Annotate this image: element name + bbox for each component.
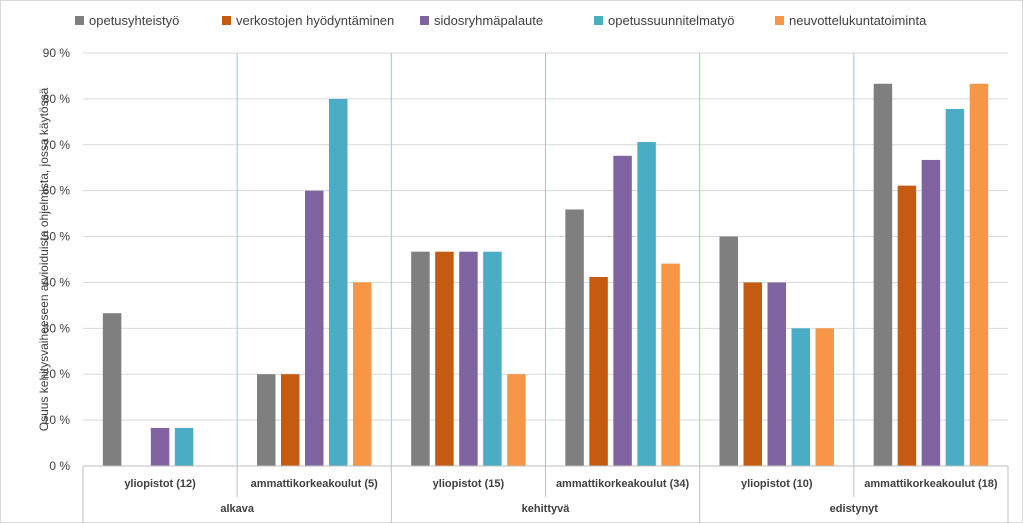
y-axis-title: Osuus kehitysvaiheeseen arvioiduista ohj… (37, 87, 51, 431)
bar-4-2 (507, 374, 526, 466)
bar-2-5 (921, 159, 941, 466)
bar-4-1 (353, 282, 372, 466)
x-group-label-1: kehittyvä (522, 503, 571, 515)
bar-2-4 (767, 282, 786, 466)
bar-4-4 (815, 328, 834, 466)
y-tick-label-9: 90 % (43, 46, 71, 60)
x-category-label-5: ammattikorkeakoulut (18) (864, 478, 998, 490)
y-tick-label-5: 50 % (43, 230, 71, 244)
y-tick-label-4: 40 % (43, 275, 71, 289)
x-category-label-0: yliopistot (12) (124, 478, 196, 490)
bar-4-5 (969, 83, 989, 467)
bar-1-4 (743, 282, 762, 466)
legend-swatch-2 (420, 16, 429, 25)
bar-2-3 (613, 155, 632, 466)
y-tick-label-7: 70 % (43, 138, 71, 152)
legend-swatch-1 (222, 16, 231, 25)
bar-0-3 (565, 209, 584, 466)
legend-label-0: opetusyhteistyö (89, 13, 179, 28)
x-category-label-1: ammattikorkeakoulut (5) (251, 478, 378, 490)
bar-0-0 (102, 313, 122, 466)
x-group-label-2: edistynyt (830, 503, 879, 515)
y-tick-label-0: 0 % (49, 459, 70, 473)
bar-3-0 (174, 427, 194, 466)
bar-1-1 (281, 374, 300, 466)
y-tick-label-8: 80 % (43, 92, 71, 106)
x-category-label-4: yliopistot (10) (741, 478, 813, 490)
legend-swatch-3 (594, 16, 603, 25)
bar-3-4 (791, 328, 810, 466)
bar-2-1 (305, 190, 324, 466)
bar-3-3 (637, 142, 656, 466)
bar-3-5 (945, 108, 965, 467)
legend-label-1: verkostojen hyödyntäminen (236, 13, 394, 28)
bar-1-3 (589, 276, 608, 466)
bar-3-2 (483, 251, 502, 466)
bar-0-5 (873, 83, 893, 467)
bar-1-2 (435, 251, 454, 466)
bar-0-4 (719, 236, 738, 466)
y-tick-label-2: 20 % (43, 367, 71, 381)
x-category-label-2: yliopistot (15) (433, 478, 505, 490)
legend-swatch-0 (75, 16, 84, 25)
y-tick-label-6: 60 % (43, 184, 71, 198)
bar-0-1 (257, 374, 276, 466)
y-tick-label-1: 10 % (43, 413, 71, 427)
bar-2-0 (150, 427, 170, 466)
bar-0-2 (411, 251, 430, 466)
x-group-label-0: alkava (220, 503, 255, 515)
bar-3-1 (329, 98, 348, 466)
legend-label-4: neuvottelukuntatoiminta (789, 13, 927, 28)
bar-2-2 (459, 251, 478, 466)
y-tick-label-3: 30 % (43, 321, 71, 335)
legend-label-2: sidosryhmäpalaute (434, 13, 543, 28)
bar-4-3 (661, 263, 680, 466)
legend-label-3: opetussuunnitelmatyö (608, 13, 734, 28)
bar-1-5 (897, 185, 917, 466)
legend-swatch-4 (775, 16, 784, 25)
x-category-label-3: ammattikorkeakoulut (34) (556, 478, 690, 490)
